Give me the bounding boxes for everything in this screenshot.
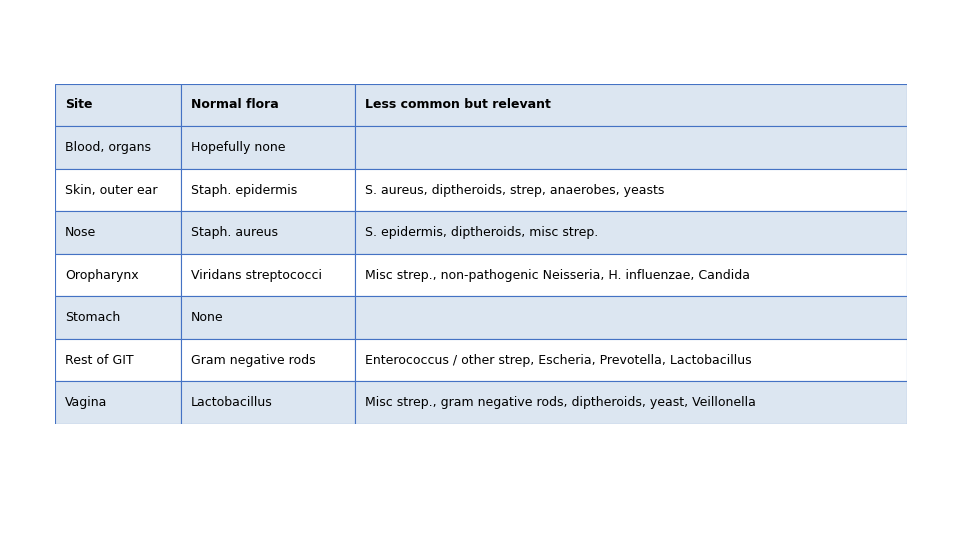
Text: S. aureus, diptheroids, strep, anaerobes, yeasts: S. aureus, diptheroids, strep, anaerobes… bbox=[365, 184, 664, 197]
Text: Site: Site bbox=[65, 98, 92, 111]
Text: Vagina: Vagina bbox=[65, 396, 108, 409]
Bar bbox=[180, 168, 355, 211]
Bar bbox=[355, 339, 907, 381]
Bar bbox=[355, 296, 907, 339]
Text: Nose: Nose bbox=[65, 226, 96, 239]
Text: None: None bbox=[191, 311, 224, 324]
Bar bbox=[55, 381, 180, 424]
Text: Gram negative rods: Gram negative rods bbox=[191, 354, 316, 367]
Bar bbox=[180, 339, 355, 381]
Text: Staph. aureus: Staph. aureus bbox=[191, 226, 278, 239]
Bar bbox=[355, 211, 907, 254]
Text: Skin, outer ear: Skin, outer ear bbox=[65, 184, 157, 197]
Bar bbox=[55, 126, 180, 168]
Text: Oropharynx: Oropharynx bbox=[65, 268, 138, 281]
Bar bbox=[355, 168, 907, 211]
Bar bbox=[180, 84, 355, 126]
Bar bbox=[55, 254, 180, 296]
Text: Enterococcus / other strep, Escheria, Prevotella, Lactobacillus: Enterococcus / other strep, Escheria, Pr… bbox=[365, 354, 752, 367]
Bar bbox=[180, 211, 355, 254]
Text: Less common but relevant: Less common but relevant bbox=[365, 98, 551, 111]
Bar bbox=[55, 211, 180, 254]
Text: Viridans streptococci: Viridans streptococci bbox=[191, 268, 323, 281]
Bar bbox=[55, 296, 180, 339]
Bar bbox=[55, 339, 180, 381]
Bar bbox=[355, 381, 907, 424]
Text: Lactobacillus: Lactobacillus bbox=[191, 396, 273, 409]
Bar bbox=[180, 381, 355, 424]
Text: Misc strep., non-pathogenic Neisseria, H. influenzae, Candida: Misc strep., non-pathogenic Neisseria, H… bbox=[365, 268, 750, 281]
Text: Blood, organs: Blood, organs bbox=[65, 141, 151, 154]
Text: Rest of GIT: Rest of GIT bbox=[65, 354, 133, 367]
Bar bbox=[180, 126, 355, 168]
Text: Misc strep., gram negative rods, diptheroids, yeast, Veillonella: Misc strep., gram negative rods, dipther… bbox=[365, 396, 756, 409]
Bar bbox=[180, 296, 355, 339]
Bar bbox=[55, 168, 180, 211]
Bar bbox=[355, 254, 907, 296]
Bar bbox=[180, 254, 355, 296]
Text: Staph. epidermis: Staph. epidermis bbox=[191, 184, 298, 197]
Text: Bacteria by system: Bacteria by system bbox=[225, 28, 735, 72]
Text: Traditio | Spiritus | Gaudium: Traditio | Spiritus | Gaudium bbox=[354, 511, 606, 530]
Bar bbox=[55, 84, 180, 126]
Text: Normal flora: Normal flora bbox=[191, 98, 278, 111]
Text: Hopefully none: Hopefully none bbox=[191, 141, 286, 154]
Bar bbox=[355, 84, 907, 126]
Text: Stomach: Stomach bbox=[65, 311, 120, 324]
Text: S. epidermis, diptheroids, misc strep.: S. epidermis, diptheroids, misc strep. bbox=[365, 226, 598, 239]
Bar bbox=[355, 126, 907, 168]
